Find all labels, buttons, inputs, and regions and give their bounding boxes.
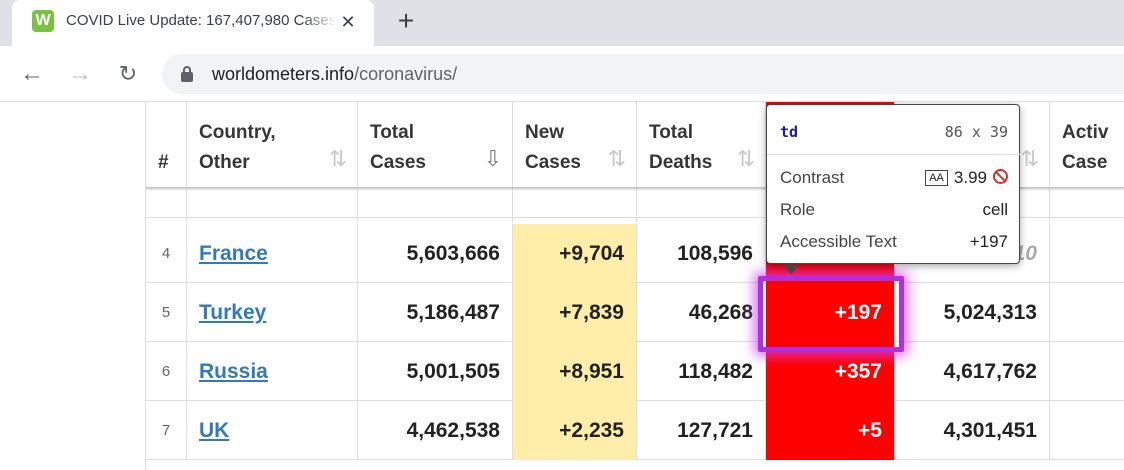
tab-strip: W COVID Live Update: 167,407,980 Cases ✕… [0,0,1124,46]
tooltip-contrast-row: Contrast AA 3.99 [767,163,1021,193]
url-path: /coronavirus/ [354,64,458,84]
header-new-cases-line1: New [525,122,565,143]
forward-arrow-icon[interactable]: → [68,60,92,87]
row-number: 6 [146,342,187,401]
worldometers-favicon-icon: W [32,10,54,32]
header-active-line2: Case [1062,152,1108,173]
address-bar[interactable]: worldometers.info/coronavirus/ [162,54,1124,94]
country-link[interactable]: Turkey [199,301,267,324]
new-cases-cell: +7,839 [513,283,637,342]
header-total-deaths[interactable]: Total Deaths ⇅ [637,102,766,189]
row-number: 7 [146,401,187,460]
header-total-deaths-line2: Deaths [649,152,713,173]
header-active-line1: Activ [1062,122,1109,143]
role-value: cell [982,200,1008,219]
total-cases-cell: 5,603,666 [358,224,513,283]
inspector-tooltip: td 86 x 39 Contrast AA 3.99 Role cell Acc… [766,104,1021,274]
active-cases-cell: 29 [1050,224,1124,283]
contrast-fail-icon [993,169,1008,184]
close-tab-icon[interactable]: ✕ [340,12,356,32]
total-cases-cell: 5,001,505 [358,342,513,401]
new-cases-cell: +2,235 [513,401,637,460]
country-link[interactable]: Russia [199,360,268,383]
inspected-element-highlight [758,276,904,352]
total-recovered-cell: 4,301,451 [895,401,1050,460]
role-label: Role [780,200,815,219]
row-number: 5 [146,283,187,342]
sort-desc-icon[interactable]: ⇩ [483,146,502,171]
browser-toolbar: ← → ↻ worldometers.info/coronavirus/ [0,46,1124,102]
total-deaths-cell: 108,596 [637,224,766,283]
country-cell: France [187,224,358,283]
new-tab-button[interactable]: + [397,5,415,36]
table-row: 5 Turkey 5,186,487 +7,839 46,268 +197 5,024,31… [146,283,1124,342]
tooltip-role-row: Role cell [767,195,1021,225]
country-link[interactable]: France [199,242,268,265]
header-num[interactable]: # [146,102,187,189]
tooltip-tag: td [780,123,799,141]
header-num-label: # [158,152,169,173]
country-link[interactable]: UK [199,419,230,442]
aa-badge: AA [925,170,948,186]
active-cases-cell: 26 [1050,342,1124,401]
total-recovered-cell: 5,024,313 [895,283,1050,342]
header-new-cases[interactable]: New Cases ⇅ [513,102,637,189]
sort-icon[interactable]: ⇅ [736,146,755,171]
header-shadow [146,187,1124,191]
new-cases-cell: +8,951 [513,342,637,401]
active-cases-cell: 3 [1050,401,1124,460]
new-cases-cell: +9,704 [513,224,637,283]
table-row: 6 Russia 5,001,505 +8,951 118,482 +357 4,617,7… [146,342,1124,401]
url-host: worldometers.info [212,64,355,84]
new-cases-cell [513,164,637,223]
header-country-line2: Other [199,152,250,173]
sort-icon[interactable]: ⇅ [607,146,626,171]
header-country[interactable]: Country, Other ⇅ [187,102,358,189]
new-deaths-cell: +197 [766,283,895,342]
active-cases-cell: 11 [1050,283,1124,342]
contrast-value: 3.99 [953,168,987,187]
tooltip-accessible-row: Accessible Text +197 [767,227,1021,257]
header-total-cases[interactable]: Total Cases ⇩ [358,102,513,189]
total-recovered-cell: 4,617,762 [895,342,1050,401]
tooltip-size: 86 x 39 [944,123,1008,141]
total-cases-cell: 5,186,487 [358,283,513,342]
header-total-deaths-line1: Total [649,122,693,143]
total-deaths-cell: 118,482 [637,342,766,401]
header-total-cases-line1: Total [370,122,414,143]
page-content: 3Brazil16,047,439448,291321,134France5,6… [0,102,1124,470]
header-total-cases-line2: Cases [370,152,426,173]
accessible-text-value: +197 [969,232,1008,251]
tab-title: COVID Live Update: 167,407,980 Cases [66,12,336,29]
row-number: 4 [146,224,187,283]
total-deaths-cell: 46,268 [637,283,766,342]
reload-icon[interactable]: ↻ [118,61,138,86]
accessible-text-label: Accessible Text [780,232,897,251]
header-country-line1: Country, [199,122,276,143]
header-active-cases[interactable]: Activ Case [1050,102,1124,189]
contrast-value-group: AA 3.99 [925,168,1008,188]
url-text[interactable]: worldometers.info/coronavirus/ [212,64,457,85]
back-arrow-icon[interactable]: ← [20,60,44,87]
country-cell: UK [187,401,358,460]
header-new-cases-line2: Cases [525,152,581,173]
tooltip-arrow [783,265,799,274]
sort-icon[interactable]: ⇅ [328,146,347,171]
total-deaths-cell: 127,721 [637,401,766,460]
total-cases-cell: 4,462,538 [358,401,513,460]
new-deaths-cell: +5 [766,401,895,460]
sort-icon[interactable]: ⇅ [1020,146,1039,171]
lock-icon[interactable] [180,66,194,82]
country-cell: Turkey [187,283,358,342]
tooltip-header: td 86 x 39 [767,105,1021,155]
contrast-label: Contrast [780,168,845,187]
country-cell: Russia [187,342,358,401]
browser-tab[interactable]: W COVID Live Update: 167,407,980 Cases ✕ [12,0,374,46]
covid-table: 3Brazil16,047,439448,291321,134France5,6… [145,102,1124,470]
